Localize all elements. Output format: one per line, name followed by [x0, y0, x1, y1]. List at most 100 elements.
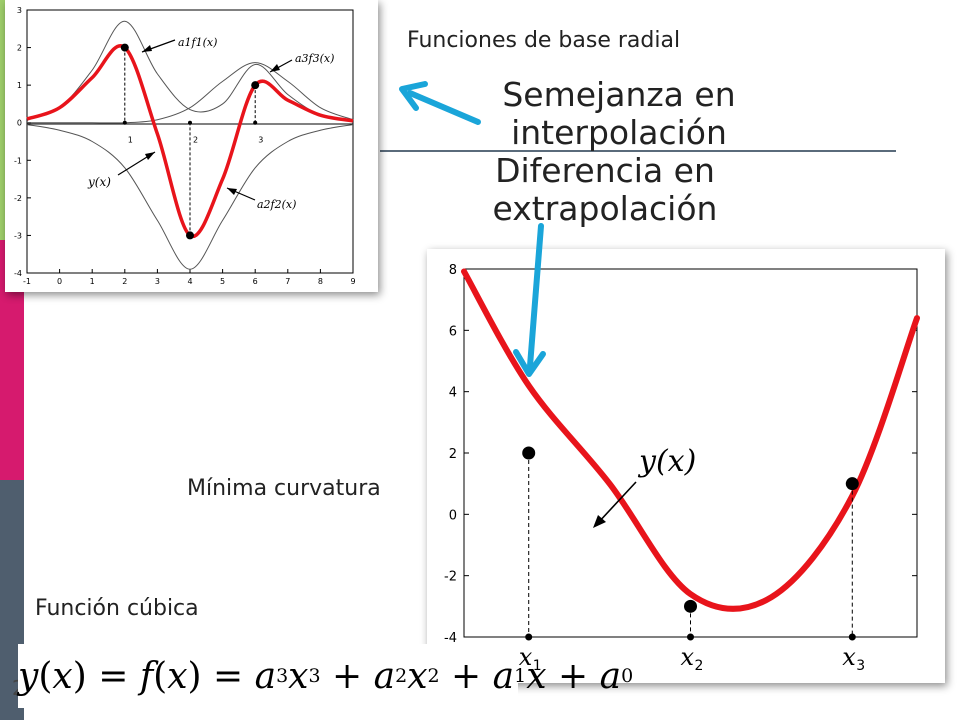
- rbf-chart-panel: 3 2 1 0 -1 -2 -3 -4 -1 0 1 2 3 4 5 6 7 8 9 1 2 3 a1f1(x) a3…: [5, 0, 378, 292]
- mc-x-tick-subscript: 3: [856, 658, 865, 674]
- rbf-annotation-a2f2: a2f2(x): [257, 198, 296, 211]
- rbf-annotation-arrowhead: [142, 45, 152, 52]
- mc-y-tick-label: 4: [449, 386, 457, 401]
- rbf-node-marker: [122, 120, 127, 125]
- formula-a1: a: [492, 655, 515, 697]
- rbf-x-tick-label: 4: [187, 277, 192, 286]
- formula-f: f: [139, 655, 154, 697]
- formula-y: y: [18, 655, 39, 697]
- mc-x-tick-subscript: 1: [533, 658, 542, 674]
- rbf-data-point: [186, 231, 194, 240]
- similarity-heading: Semejanza en interpolación: [474, 76, 764, 152]
- mc-data-point: [684, 599, 697, 613]
- rbf-annotation-arrowhead: [270, 64, 280, 72]
- mc-y-tick-label: 2: [449, 447, 457, 462]
- mc-x-tick-label: x: [519, 643, 533, 671]
- formula-a3: a: [254, 655, 277, 697]
- mc-annotation-yx: y(x): [637, 444, 696, 479]
- difference-heading: Diferencia en extrapolación: [460, 152, 750, 228]
- rbf-data-point: [120, 43, 129, 52]
- divider-line: [380, 150, 896, 152]
- similarity-line-1: Semejanza en: [502, 75, 736, 114]
- rbf-y-tick-label: -1: [14, 156, 22, 165]
- formula-plus: +: [546, 655, 600, 697]
- formula-sub-1: 1: [514, 665, 527, 687]
- rbf-y-tick-label: -4: [14, 269, 22, 278]
- mc-node-marker: [525, 633, 533, 641]
- formula-plus: +: [439, 655, 493, 697]
- rbf-y-tick-label: -2: [14, 194, 22, 203]
- rbf-node-label: 1: [128, 136, 133, 145]
- mc-node-marker: [687, 633, 694, 641]
- rbf-x-tick-label: 6: [253, 277, 258, 286]
- rbf-y-tick-label: 2: [17, 44, 22, 53]
- rbf-x-tick-label: 7: [285, 277, 290, 286]
- formula-x: x: [167, 655, 188, 697]
- rbf-x-tick-label: -1: [23, 277, 31, 286]
- mc-data-point: [845, 477, 859, 491]
- mc-y-tick-label: 6: [449, 324, 457, 339]
- mc-node-marker: [848, 633, 856, 641]
- rbf-x-tick-label: 2: [122, 277, 127, 286]
- cubic-function-label: Función cúbica: [35, 596, 199, 621]
- rbf-chart: 3 2 1 0 -1 -2 -3 -4 -1 0 1 2 3 4 5 6 7 8 9 1 2 3 a1f1(x) a3…: [14, 6, 356, 286]
- formula-paren-open: (: [38, 655, 53, 697]
- rbf-series-3-line: [26, 124, 354, 270]
- rbf-annotation-a3f3: a3f3(x): [295, 52, 334, 65]
- similarity-arrow-shaft: [407, 90, 481, 125]
- rbf-annotation-arrowhead: [227, 188, 237, 195]
- rbf-label: Funciones de base radial: [407, 28, 681, 53]
- formula-a2: a: [373, 655, 396, 697]
- rbf-series-1-line: [26, 20, 354, 122]
- formula-paren-open: (: [153, 655, 168, 697]
- formula-x: x: [526, 655, 547, 697]
- formula-eq: =: [86, 655, 140, 697]
- mc-annotation-arrowhead: [593, 515, 606, 528]
- formula-paren-close: ): [72, 655, 87, 697]
- formula-plus: +: [320, 655, 374, 697]
- mc-y-tick-label: -2: [444, 570, 457, 585]
- mc-y-tick-label: 0: [449, 508, 457, 523]
- rbf-x-tick-label: 8: [318, 277, 323, 286]
- formula-x: x: [52, 655, 73, 697]
- rbf-node-label: 2: [193, 136, 198, 145]
- formula-sub-3: 3: [276, 665, 289, 687]
- mc-x-tick-label: x: [681, 643, 695, 671]
- rbf-series-2-line: [27, 62, 354, 124]
- difference-line-1: Diferencia en: [495, 151, 715, 190]
- formula-sub-0: 0: [621, 665, 634, 687]
- mc-data-point: [522, 446, 536, 460]
- rbf-node-marker: [188, 120, 192, 125]
- rbf-y-tick-label: -3: [14, 231, 22, 240]
- difference-line-2: extrapolación: [492, 189, 718, 228]
- mc-x-tick-label: x: [842, 643, 856, 671]
- formula-exp-2: 2: [427, 665, 440, 687]
- similarity-arrowhead: [399, 81, 428, 111]
- similarity-line-2: interpolación: [511, 113, 727, 152]
- rbf-y-tick-label: 0: [17, 119, 22, 128]
- formula-a0: a: [599, 655, 622, 697]
- rbf-x-tick-label: 0: [57, 277, 62, 286]
- rbf-annotation-yx: y(x): [87, 175, 111, 189]
- rbf-x-tick-label: 5: [220, 277, 225, 286]
- rbf-x-tick-label: 3: [155, 277, 160, 286]
- mc-annotation-arrow: [596, 481, 637, 525]
- mc-y-tick-label: -4: [444, 631, 457, 646]
- formula-paren-close: ): [187, 655, 202, 697]
- rbf-data-point: [251, 81, 260, 90]
- rbf-x-tick-label: 1: [90, 277, 95, 286]
- formula-x: x: [288, 655, 309, 697]
- min-curvature-label: Mínima curvatura: [187, 476, 381, 501]
- formula-sub-2: 2: [395, 665, 408, 687]
- formula-x: x: [407, 655, 428, 697]
- rbf-node-label: 3: [258, 136, 263, 145]
- rbf-annotation-a1f1: a1f1(x): [178, 36, 217, 49]
- formula-exp-3: 3: [308, 665, 321, 687]
- rbf-x-tick-label: 9: [350, 277, 355, 286]
- rbf-node-marker: [253, 120, 258, 125]
- rbf-y-tick-label: 1: [17, 81, 22, 90]
- rbf-annotation-arrowhead: [145, 152, 155, 160]
